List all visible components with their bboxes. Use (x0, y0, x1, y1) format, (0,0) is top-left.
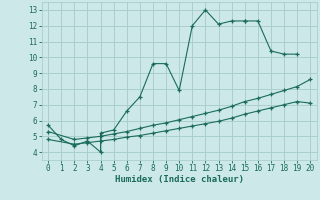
X-axis label: Humidex (Indice chaleur): Humidex (Indice chaleur) (115, 175, 244, 184)
